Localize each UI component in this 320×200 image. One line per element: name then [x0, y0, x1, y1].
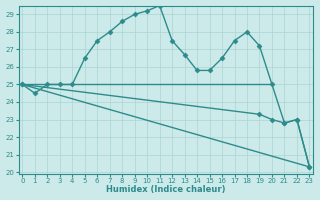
X-axis label: Humidex (Indice chaleur): Humidex (Indice chaleur) [106, 185, 226, 194]
